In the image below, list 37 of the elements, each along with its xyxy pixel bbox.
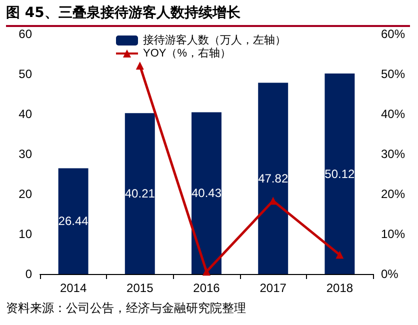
y2-tick-label: 40% — [381, 107, 406, 121]
data-label: 47.82 — [258, 171, 288, 186]
y2-tick-label: 10% — [381, 227, 406, 241]
x-tick-label: 2016 — [193, 281, 220, 295]
y-tick-label: 30 — [18, 147, 32, 161]
x-tick-label: 2015 — [126, 281, 154, 295]
data-label: 50.12 — [324, 166, 356, 181]
y2-tick-label: 50% — [381, 67, 406, 81]
y-tick-label: 20 — [18, 187, 32, 201]
point — [336, 250, 344, 259]
x-tick-label: 2014 — [60, 281, 87, 295]
x-tick-label: 2017 — [260, 281, 287, 295]
data-label: 40.21 — [124, 186, 156, 201]
text: 资料来源：公司公告，经济与金融研究院整理 — [6, 300, 246, 317]
point — [202, 268, 210, 276]
y-tick-label: 50 — [18, 67, 32, 81]
legend-label: YOY（%，右轴） — [143, 46, 232, 60]
point — [136, 62, 144, 70]
data-label: 26.44 — [58, 214, 89, 228]
legend-label: 接待游客人数（万人，左轴） — [143, 34, 286, 46]
x-tick-label: 2018 — [326, 281, 354, 295]
y2-tick-label: 0% — [381, 267, 399, 281]
point — [269, 196, 278, 205]
bar — [192, 112, 222, 274]
y2-tick-label: 60% — [381, 27, 406, 41]
data-label: 40.43 — [191, 186, 222, 200]
bar — [324, 74, 355, 274]
bar — [58, 168, 88, 274]
y-tick-label: 60 — [18, 27, 32, 41]
bar — [124, 113, 155, 274]
y2-tick-label: 30% — [381, 147, 406, 161]
y-tick-label: 40 — [18, 107, 32, 121]
y-tick-label: 0 — [25, 267, 32, 281]
bar — [258, 82, 288, 274]
chart-title: 图 45、三叠泉接待游客人数持续增长 — [6, 4, 410, 27]
y-tick-label: 10 — [18, 227, 32, 241]
y2-tick-label: 20% — [381, 187, 406, 201]
